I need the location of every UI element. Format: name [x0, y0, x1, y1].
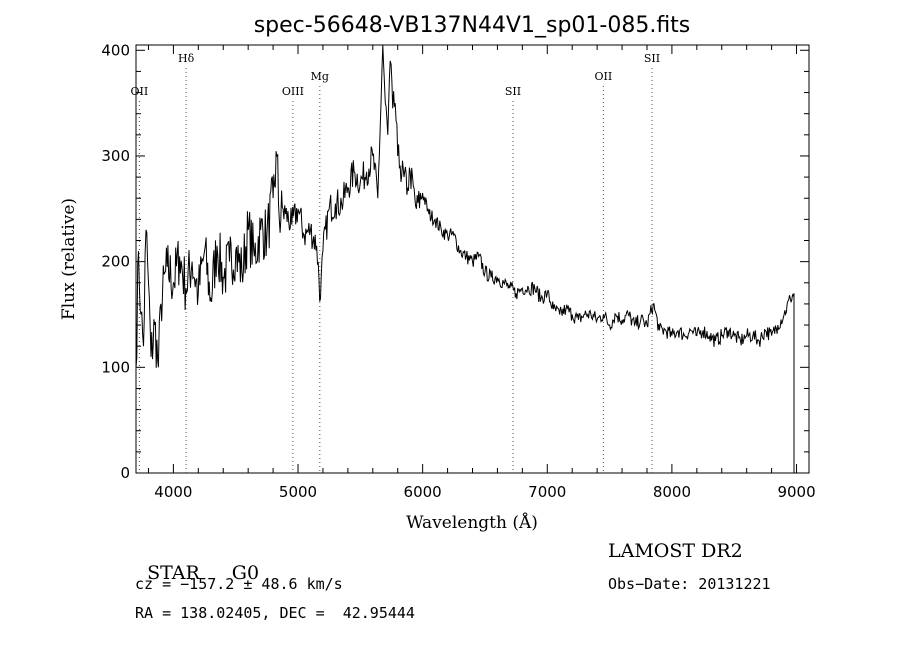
x-tick-label: 9000 [777, 483, 815, 501]
axis-ticks: 4000 5000 6000 7000 8000 9000 0 100 200 300 400 [101, 41, 815, 501]
chart-title: spec-56648-VB137N44V1_sp01-085.fits [254, 13, 691, 38]
y-tick-label: 200 [101, 253, 130, 271]
x-tick-label: 6000 [404, 483, 442, 501]
spectral-line-markers: OII Hδ OIII Mg SII OII SII [131, 52, 660, 473]
line-marker-label: SII [644, 52, 660, 65]
y-tick-label: 100 [101, 358, 130, 376]
line-marker-label: OII [131, 85, 149, 98]
y-axis-label: Flux (relative) [59, 198, 79, 320]
x-axis-label: Wavelength (Å) [406, 512, 538, 533]
survey-label: LAMOST DR2 [608, 540, 743, 562]
y-tick-label: 300 [101, 147, 130, 165]
line-marker-label: SII [505, 85, 521, 98]
coordinates-readout: RA = 138.02405, DEC = 42.95444 [135, 604, 415, 622]
line-marker-label: OII [595, 70, 613, 83]
object-class: STAR G0 [135, 540, 259, 584]
obs-date: Obs−Date: 20131221 [608, 575, 771, 593]
spectrum-line [135, 44, 795, 473]
redshift-readout: cz = −157.2 ± 48.6 km/s [135, 575, 343, 593]
line-marker-label: Hδ [178, 52, 195, 65]
line-marker-label: Mg [311, 70, 329, 83]
y-tick-label: 0 [120, 464, 130, 482]
y-tick-label: 400 [101, 41, 130, 59]
class-label: STAR [147, 562, 200, 584]
x-tick-label: 7000 [528, 483, 566, 501]
subclass-label: G0 [231, 562, 260, 584]
x-tick-label: 5000 [279, 483, 317, 501]
x-tick-label: 4000 [154, 483, 192, 501]
line-marker-label: OIII [282, 85, 304, 98]
x-tick-label: 8000 [653, 483, 691, 501]
